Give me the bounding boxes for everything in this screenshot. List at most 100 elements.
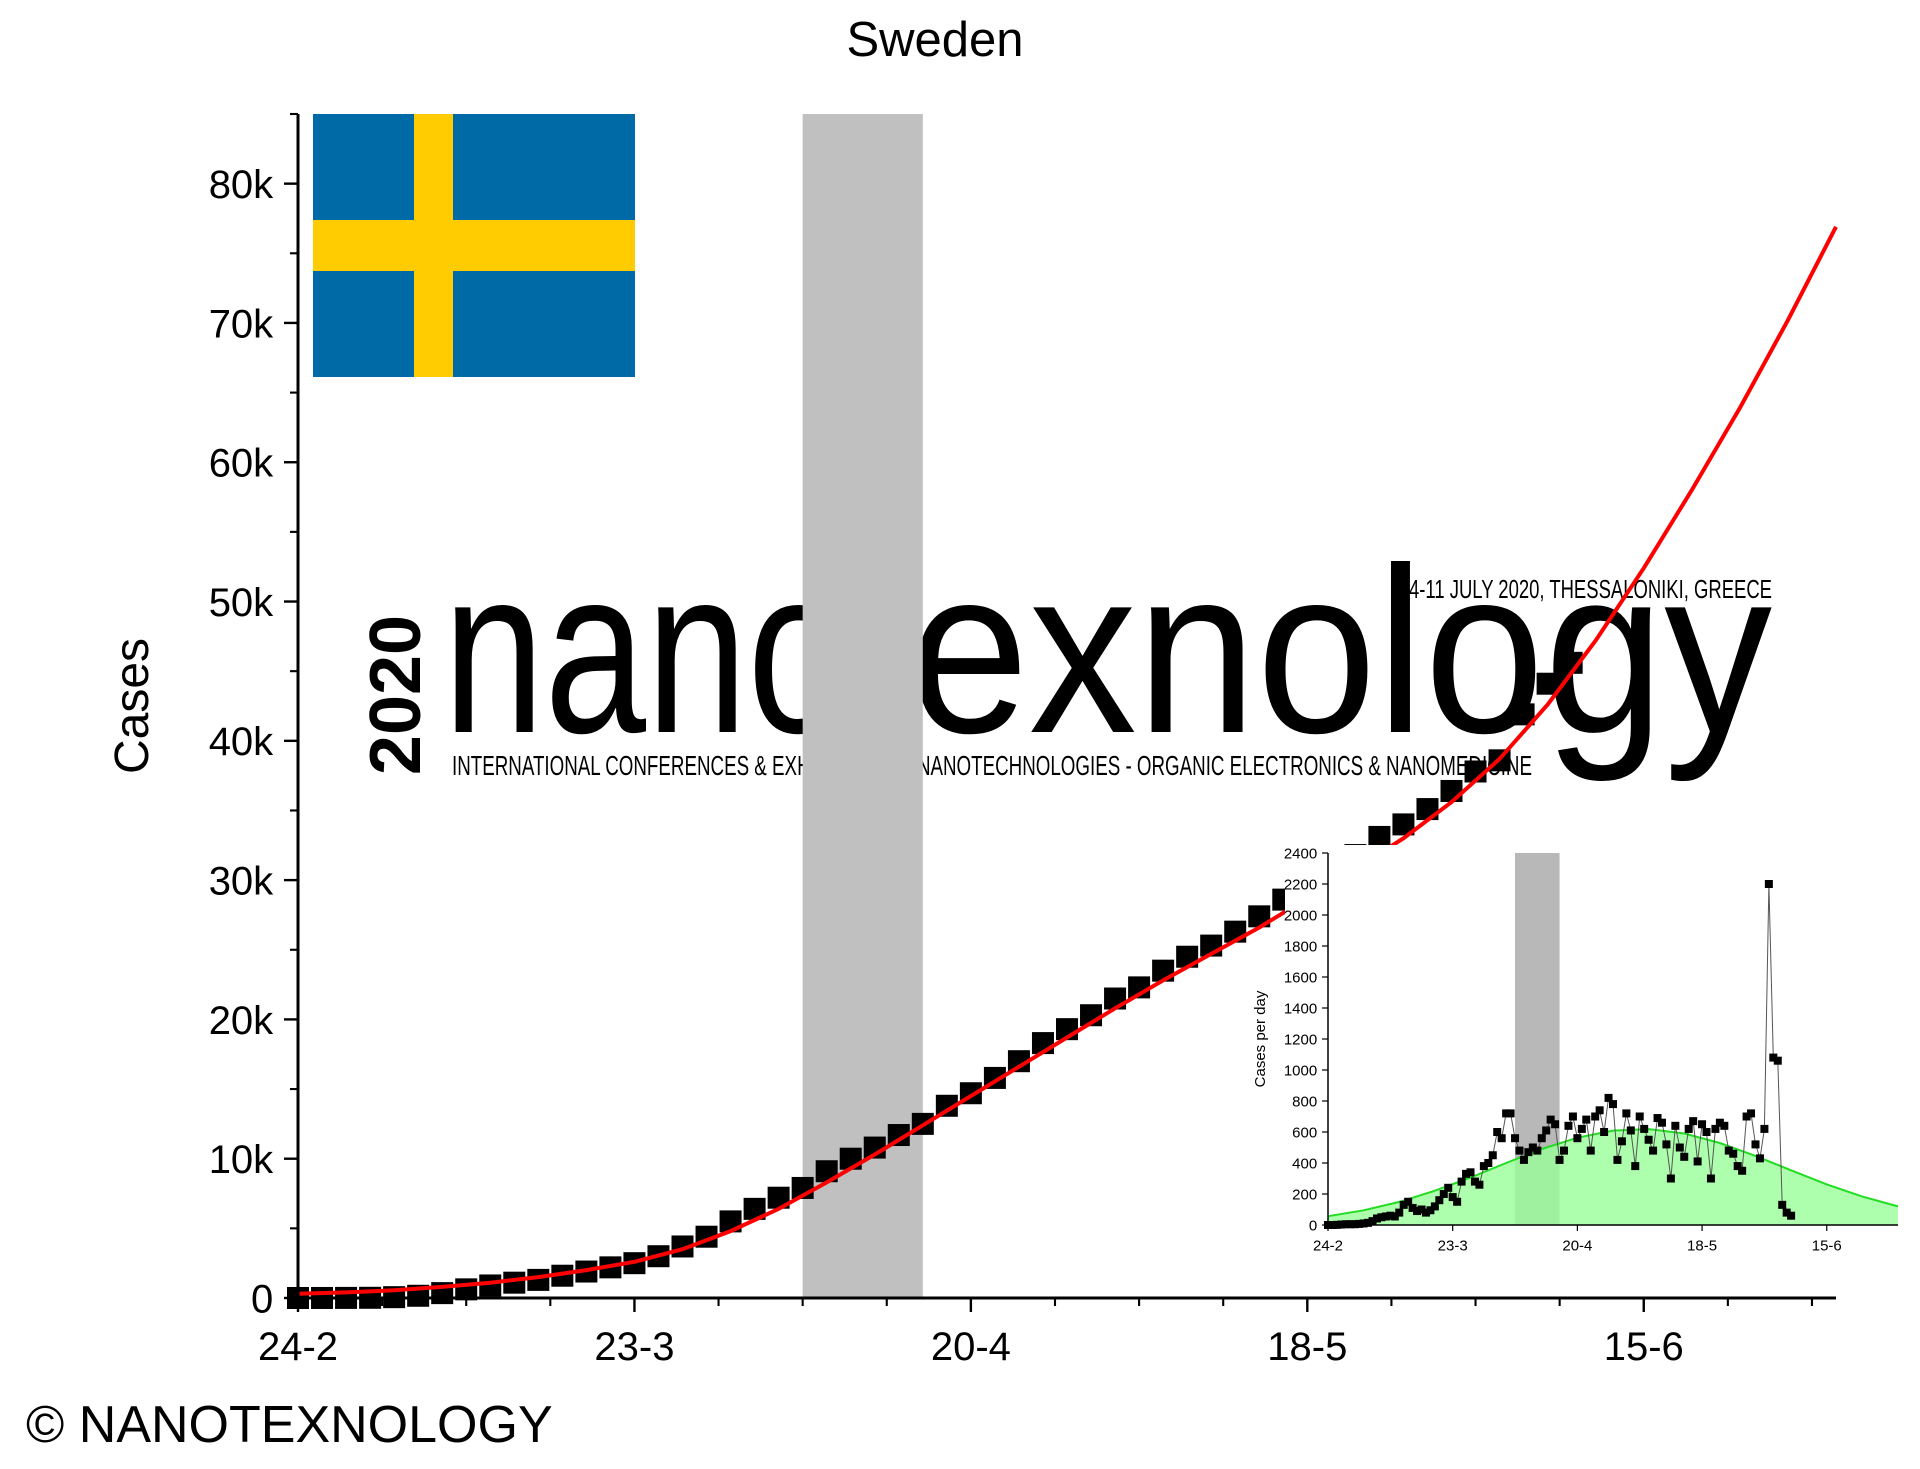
point (1715, 1118, 1724, 1127)
highlight-band (802, 114, 923, 1298)
point (1635, 1112, 1644, 1121)
y-tick-label: 10k (209, 1138, 274, 1182)
point (1613, 1155, 1622, 1164)
point (1519, 1155, 1528, 1164)
point (1591, 1112, 1600, 1121)
point (1747, 1109, 1756, 1118)
point (887, 1124, 910, 1147)
point (1626, 1126, 1635, 1135)
main-chart: 0 10k 20k 30k 40k 50k 60k 70k 80k 24-2 23-3 20-4 18-… (106, 13, 1838, 1369)
point (1702, 1128, 1711, 1136)
point (1341, 1220, 1350, 1229)
point (1392, 813, 1415, 836)
point (1381, 1212, 1390, 1221)
point (1720, 1121, 1729, 1130)
point (1457, 1177, 1466, 1186)
point (1640, 1124, 1649, 1133)
point (1390, 1212, 1399, 1221)
point (1368, 1217, 1377, 1226)
fit-line (297, 225, 1838, 1296)
point (815, 1160, 838, 1183)
point (1399, 1200, 1408, 1209)
chart-title: Sweden (846, 13, 1023, 67)
point (1426, 1206, 1435, 1215)
watermark-tagline: INTERNATIONAL CONFERENCES & EXHIBITION O… (452, 750, 1532, 781)
point (1555, 1155, 1564, 1164)
y-tick-label: 20k (209, 999, 274, 1043)
point (1680, 1152, 1689, 1161)
point (1675, 1143, 1684, 1152)
point (1653, 1114, 1662, 1123)
point (1386, 1211, 1395, 1220)
watermark-texnology: texnology (849, 519, 1772, 783)
flag (313, 114, 635, 377)
point (1622, 1109, 1631, 1118)
point (1359, 1219, 1368, 1228)
point (1542, 1126, 1551, 1135)
y-tick-label: 2400 (1284, 845, 1317, 862)
point (1533, 1146, 1542, 1155)
point (1475, 1180, 1484, 1189)
point (1506, 1109, 1515, 1118)
point (1609, 1100, 1617, 1109)
y-tick-label: 200 (1292, 1186, 1317, 1203)
point (1711, 1124, 1720, 1133)
point (1368, 825, 1391, 848)
point (1706, 1174, 1715, 1183)
point (1644, 1135, 1653, 1144)
point (1421, 1208, 1430, 1217)
point (1413, 1207, 1422, 1216)
x-tick-label: 18-5 (1687, 1237, 1717, 1254)
point (1515, 1146, 1524, 1155)
point (1600, 1128, 1609, 1136)
point (1377, 1213, 1386, 1222)
watermark-nano: nano (443, 519, 849, 783)
point (1568, 1112, 1577, 1121)
x-tick-label: 20-4 (1562, 1237, 1592, 1254)
y-tick-label: 400 (1292, 1155, 1317, 1172)
point (1738, 1166, 1747, 1175)
point (1408, 1203, 1417, 1212)
y-tick-label: 2000 (1284, 907, 1317, 924)
point (1395, 1208, 1404, 1217)
y-tick-label: 30k (209, 860, 274, 904)
point (1760, 1124, 1769, 1133)
y-axis-label: Cases per day (1252, 990, 1269, 1087)
x-tick-label: 18-5 (1267, 1325, 1347, 1369)
point (1493, 1128, 1502, 1136)
point (1657, 1118, 1666, 1127)
point (1528, 1143, 1537, 1152)
y-tick-label: 0 (1309, 1217, 1317, 1234)
area-line (1327, 1128, 1899, 1218)
point (1729, 1149, 1738, 1158)
x-tick-label: 15-6 (1812, 1237, 1842, 1254)
point (1698, 1120, 1707, 1129)
y-tick-label: 1400 (1284, 1000, 1317, 1017)
point (1684, 1124, 1693, 1133)
point (1551, 1120, 1560, 1129)
point (1355, 1219, 1364, 1228)
point (767, 1186, 790, 1209)
point (1778, 1200, 1787, 1209)
point (1537, 1134, 1546, 1143)
point (1564, 1121, 1573, 1130)
point (1693, 1157, 1702, 1166)
point (551, 1264, 574, 1287)
point (1435, 1196, 1444, 1205)
point (1742, 1112, 1751, 1121)
point (1372, 1214, 1381, 1223)
watermark: nano texnology 2020 4-11 JULY 2020, THES… (356, 519, 1772, 783)
point (1346, 1220, 1355, 1229)
point (1497, 1134, 1506, 1143)
y-tick-label: 0 (251, 1277, 273, 1321)
point (1364, 1218, 1373, 1227)
point (1453, 1197, 1462, 1206)
y-tick-label: 1800 (1284, 938, 1317, 955)
point (1488, 1151, 1497, 1160)
point (1430, 1202, 1439, 1211)
point (479, 1274, 502, 1297)
flag-cross-h (313, 220, 635, 271)
y-tick-label: 80k (209, 163, 274, 207)
point (1462, 1169, 1471, 1178)
